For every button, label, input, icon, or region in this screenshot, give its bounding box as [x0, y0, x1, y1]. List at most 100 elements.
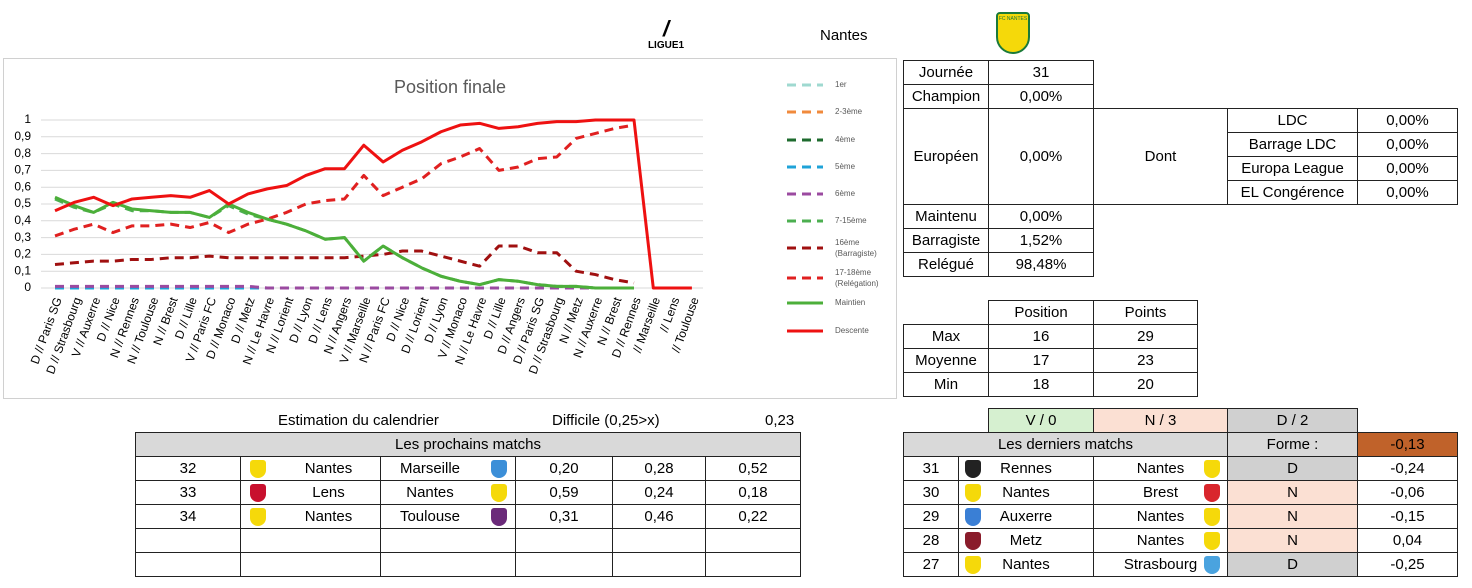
match-cell: Nantes	[958, 480, 1094, 505]
team-logo	[491, 484, 507, 502]
info-value: 1,52%	[988, 228, 1094, 253]
match-cell: Brest	[1093, 480, 1228, 505]
match-cell: Nantes	[380, 480, 516, 505]
y-tick-label: 0,2	[14, 247, 31, 261]
info-label: Journée	[903, 60, 989, 85]
match-cell: 0,28	[612, 456, 706, 481]
y-tick-label: 0,1	[14, 263, 31, 277]
legend-label: Maintien	[835, 298, 865, 307]
calendar-value: 0,23	[765, 412, 795, 429]
match-cell: 0,22	[705, 504, 801, 529]
empty-cell	[515, 528, 613, 553]
form-label: Forme :	[1227, 432, 1358, 457]
info-label: Maintenu	[903, 204, 989, 229]
team-logo	[1204, 484, 1220, 502]
info-label: EL Congérence	[1227, 180, 1358, 205]
info-label: Champion	[903, 84, 989, 109]
y-tick-label: 0,6	[14, 179, 31, 193]
stats-label: Moyenne	[903, 348, 989, 373]
team-logo	[250, 460, 266, 478]
match-cell: 0,31	[515, 504, 613, 529]
table-header: Les prochains matchs	[135, 432, 801, 457]
team-logo	[1204, 556, 1220, 574]
info-value: 0,00%	[1357, 132, 1458, 157]
match-cell: -0,06	[1357, 480, 1458, 505]
empty-cell	[135, 552, 241, 577]
legend-label: 16ème (Barragiste)	[835, 238, 877, 258]
stats-value: 23	[1093, 348, 1198, 373]
info-value: 98,48%	[988, 252, 1094, 277]
chart-frame	[3, 58, 897, 399]
league-mark: /	[662, 16, 670, 41]
match-cell: 0,04	[1357, 528, 1458, 553]
match-cell: 0,24	[612, 480, 706, 505]
info-value: 0,00%	[988, 108, 1094, 205]
team-logo	[965, 532, 981, 550]
empty-cell	[515, 552, 613, 577]
team-logo	[965, 484, 981, 502]
info-label: Dont	[1093, 108, 1228, 205]
team-logo	[250, 484, 266, 502]
form-value: -0,13	[1357, 432, 1458, 457]
team-logo	[965, 556, 981, 574]
info-label: Barrage LDC	[1227, 132, 1358, 157]
team-logo	[965, 508, 981, 526]
series-line	[54, 244, 635, 285]
info-label: LDC	[1227, 108, 1358, 133]
match-cell: Toulouse	[380, 504, 516, 529]
info-label: Européen	[903, 108, 989, 205]
summary-cell: D / 2	[1227, 408, 1358, 433]
match-cell: 0,59	[515, 480, 613, 505]
info-value: 0,00%	[1357, 108, 1458, 133]
result-cell: D	[1227, 456, 1358, 481]
match-cell: 30	[903, 480, 959, 505]
legend-label: 5ème	[835, 162, 856, 171]
y-tick-label: 0,7	[14, 163, 31, 177]
team-badge: FC NANTES	[996, 12, 1030, 54]
empty-cell	[135, 528, 241, 553]
match-cell: Lens	[240, 480, 381, 505]
match-cell: Auxerre	[958, 504, 1094, 529]
match-cell: 28	[903, 528, 959, 553]
match-cell: 0,46	[612, 504, 706, 529]
match-cell: Metz	[958, 528, 1094, 553]
team-logo	[1204, 532, 1220, 550]
team-name: Nantes	[820, 27, 868, 44]
team-logo	[1204, 460, 1220, 478]
stats-header: Points	[1093, 300, 1198, 325]
info-label: Europa League	[1227, 156, 1358, 181]
legend-label: Descente	[835, 326, 869, 335]
team-logo	[1204, 508, 1220, 526]
match-cell: Nantes	[240, 504, 381, 529]
legend-label: 2-3ème	[835, 107, 863, 116]
empty-cell	[380, 528, 516, 553]
match-cell: 0,20	[515, 456, 613, 481]
y-tick-label: 0,9	[14, 129, 31, 143]
info-label: Barragiste	[903, 228, 989, 253]
legend-part: (Barragiste)	[835, 249, 877, 258]
y-tick-label: 0	[24, 280, 31, 294]
match-cell: Nantes	[958, 552, 1094, 577]
series-line	[54, 123, 635, 238]
calendar-difficulty: Difficile (0,25>x)	[552, 412, 660, 429]
stats-label: Max	[903, 324, 989, 349]
info-value: 0,00%	[988, 204, 1094, 229]
match-cell: 29	[903, 504, 959, 529]
series-line	[54, 118, 692, 290]
match-cell: 0,52	[705, 456, 801, 481]
stats-value: 18	[988, 372, 1094, 397]
legend-label: 7-15ème	[835, 216, 867, 225]
y-tick-label: 0,5	[14, 196, 31, 210]
calendar-label: Estimation du calendrier	[278, 412, 439, 429]
legend-part: (Relégation)	[835, 279, 879, 288]
empty-cell	[612, 528, 706, 553]
legend-part: 17-18ème	[835, 268, 873, 277]
empty-cell	[240, 528, 381, 553]
team-logo	[491, 508, 507, 526]
result-cell: N	[1227, 528, 1358, 553]
match-cell: Nantes	[1093, 456, 1228, 481]
match-cell: Marseille	[380, 456, 516, 481]
result-cell: D	[1227, 552, 1358, 577]
result-cell: N	[1227, 504, 1358, 529]
series-line	[55, 284, 634, 290]
